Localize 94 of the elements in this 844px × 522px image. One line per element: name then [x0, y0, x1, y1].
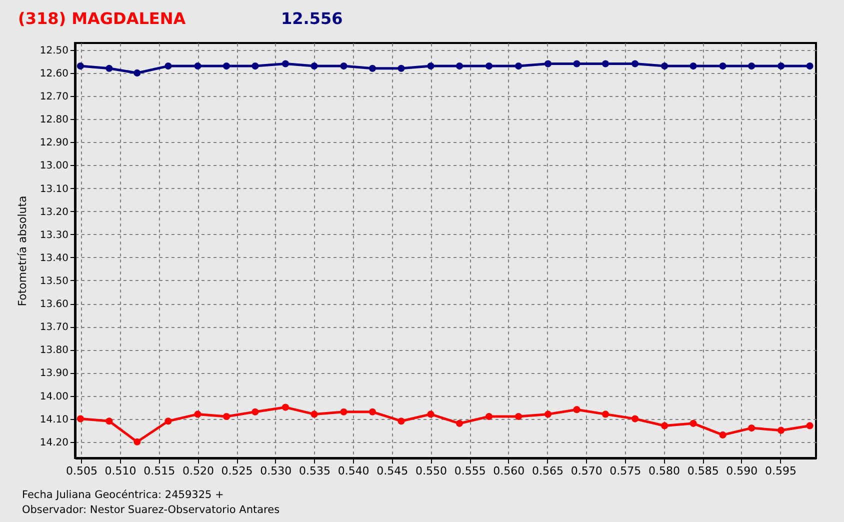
point [719, 431, 726, 438]
x-tick-label: 0.505 [66, 464, 98, 478]
point [602, 60, 610, 68]
x-tick-label: 0.530 [260, 464, 292, 478]
y-tick-label: 13.80 [40, 345, 68, 356]
y-tick-label: 13.10 [40, 184, 68, 195]
y-tick-label: 13.60 [40, 299, 68, 310]
chart-title: (318) MAGDALENA [18, 9, 186, 28]
x-tick-label: 0.535 [298, 464, 330, 478]
point [690, 420, 697, 427]
point [806, 62, 814, 70]
point [282, 404, 290, 411]
point [806, 422, 814, 430]
point [485, 412, 493, 420]
point [485, 62, 493, 70]
x-tick-label: 0.550 [415, 464, 447, 478]
y-axis-title: Fotometría absoluta [16, 196, 29, 306]
text: Observador: Nestor Suarez-Observatorio Antares [22, 504, 280, 516]
point [573, 406, 580, 414]
point [282, 60, 290, 68]
point [106, 64, 113, 72]
point [778, 426, 785, 434]
point [427, 62, 434, 70]
y-tick-label: 13.50 [40, 276, 68, 287]
point [252, 408, 259, 416]
point [340, 62, 348, 70]
y-tick-label: 12.80 [40, 114, 68, 126]
x-tick-label: 0.520 [182, 464, 214, 478]
x-tick-label: 0.580 [648, 464, 680, 478]
x-tick-label: 0.570 [570, 464, 602, 478]
point [661, 62, 668, 70]
point [748, 424, 756, 432]
x-tick-label: 0.555 [454, 464, 486, 478]
y-tick-label: 14.00 [40, 391, 68, 402]
x-tick-label: 0.585 [687, 464, 719, 478]
x-tick-label: 0.565 [532, 464, 564, 478]
point [602, 410, 610, 418]
point [631, 60, 639, 68]
text: Fecha Juliana Geocéntrica: 2459325 + [22, 489, 224, 501]
point [194, 62, 202, 70]
point [690, 62, 697, 70]
y-tick-label: 12.70 [40, 92, 68, 103]
y-tick-label: 13.40 [40, 252, 68, 264]
point [544, 60, 552, 68]
y-tick-label: 12.90 [40, 138, 68, 149]
point [310, 410, 318, 418]
x-tick-label: 0.545 [376, 464, 408, 478]
point [222, 62, 230, 70]
point [573, 60, 580, 68]
y-tick-label: 13.20 [40, 206, 68, 218]
x-tick-label: 0.540 [338, 464, 370, 478]
x-tick-label: 0.560 [493, 464, 525, 478]
point [106, 418, 113, 425]
point [748, 62, 756, 70]
point [76, 62, 84, 70]
y-tick-label: 13.30 [40, 230, 68, 241]
y-tick-label: 13.70 [40, 322, 68, 334]
point [194, 410, 202, 418]
x-tick-label: 0.590 [726, 464, 758, 478]
point [661, 422, 668, 430]
x-tick-label: 0.525 [221, 464, 253, 478]
y-tick-label: 12.50 [40, 45, 68, 56]
point [368, 64, 376, 72]
point [456, 420, 464, 427]
point [368, 408, 376, 416]
point [164, 418, 172, 425]
point [340, 408, 348, 416]
point [134, 69, 141, 76]
x-tick-label: 0.575 [610, 464, 642, 478]
point [514, 412, 522, 420]
y-tick-label: 13.90 [40, 368, 68, 380]
point [252, 62, 259, 70]
point [719, 62, 726, 70]
point [134, 438, 141, 446]
x-tick-label: 0.510 [104, 464, 136, 478]
x-tick-label: 0.595 [765, 464, 797, 478]
point [544, 410, 552, 418]
point [398, 64, 405, 72]
chart-subtitle: 12.556 [281, 9, 343, 28]
point [310, 62, 318, 70]
point [398, 418, 405, 425]
x-tick-label: 0.515 [144, 464, 176, 478]
y-tick-label: 14.10 [40, 414, 68, 426]
point [427, 410, 434, 418]
point [164, 62, 172, 70]
point [514, 62, 522, 70]
point [222, 412, 230, 420]
point [76, 415, 84, 422]
point [456, 62, 464, 70]
y-tick-label: 14.20 [40, 437, 68, 448]
y-tick-label: 13.00 [40, 160, 68, 172]
y-tick-label: 12.60 [40, 68, 68, 80]
point [778, 62, 785, 70]
point [631, 415, 639, 422]
